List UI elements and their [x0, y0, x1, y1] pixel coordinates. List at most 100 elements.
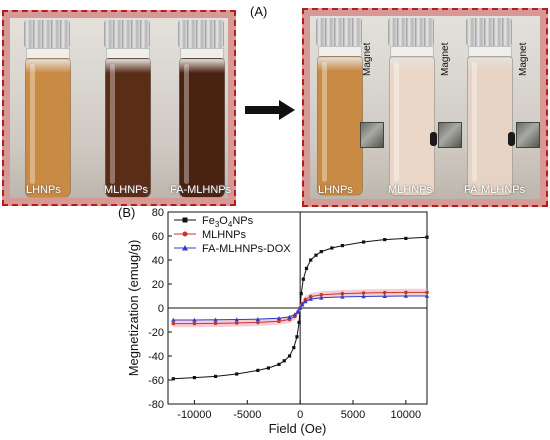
- data-point: [425, 235, 429, 239]
- x-tick-label: 0: [297, 409, 303, 421]
- data-point: [404, 290, 408, 295]
- y-tick-label: -80: [148, 399, 164, 411]
- data-point: [255, 316, 261, 321]
- y-tick-label: -20: [148, 327, 164, 339]
- data-point: [287, 314, 292, 319]
- data-point: [319, 295, 324, 300]
- vial-label-fa-mlhnps: FA-MLHNPs: [464, 184, 526, 196]
- arrow-icon: [245, 100, 295, 120]
- legend-nps: NPs: [232, 215, 253, 227]
- data-point: [192, 321, 197, 326]
- data-point: [361, 294, 366, 299]
- vial-liquid: [105, 58, 151, 198]
- data-point: [319, 293, 324, 297]
- y-tick-label: -40: [148, 351, 164, 363]
- data-point: [304, 266, 309, 270]
- data-point: [361, 291, 366, 295]
- data-point: [292, 346, 296, 350]
- data-point: [383, 238, 387, 242]
- y-tick-label: -60: [148, 375, 164, 387]
- data-point: [234, 317, 239, 322]
- data-point: [308, 296, 313, 301]
- data-point: [424, 293, 430, 298]
- x-tick-label: -5000: [233, 409, 261, 421]
- series-layer: [171, 235, 430, 381]
- data-point: [256, 320, 260, 325]
- data-point: [192, 317, 197, 322]
- magnet-block: [360, 122, 384, 148]
- data-point: [425, 290, 429, 295]
- data-point: [276, 316, 282, 320]
- data-point: [297, 320, 301, 324]
- data-point: [171, 321, 176, 326]
- vial-cap: [24, 20, 70, 48]
- vial-gleam: [472, 62, 477, 182]
- vial-label-mlhnps: MLHNPs: [388, 184, 433, 196]
- magnetic-particles: [430, 132, 437, 146]
- vial-liquid: [25, 58, 71, 198]
- vial-cap: [178, 20, 224, 48]
- photo-after-magnet: Magnet Magnet Magnet LHNPs MLHNPs FA-MLH…: [302, 8, 548, 207]
- series-2: [171, 293, 430, 322]
- data-point: [282, 359, 286, 363]
- magnetic-particles: [508, 132, 515, 146]
- legend-marker-fa-mlhnps-dox: [182, 245, 188, 251]
- data-point: [309, 258, 313, 262]
- data-point: [299, 292, 303, 296]
- photo-before-magnet: LHNPs MLHNPs FA-MLHNPs: [2, 10, 236, 206]
- y-axis-label: Megnetization (emug/g): [126, 240, 141, 377]
- panel-label-b: (B): [118, 205, 136, 220]
- data-point: [340, 291, 345, 296]
- y-tick-label: 20: [152, 279, 164, 291]
- vial-liquid: [467, 56, 513, 196]
- data-point: [314, 253, 318, 257]
- vial-gleam: [30, 64, 35, 184]
- data-point: [340, 294, 345, 299]
- legend-fe: Fe: [202, 215, 215, 227]
- legend-sub-4: 4: [228, 220, 233, 229]
- data-point: [361, 240, 366, 244]
- data-point: [266, 366, 271, 370]
- data-point: [295, 309, 301, 314]
- data-point: [308, 294, 313, 299]
- vial-liquid: [389, 56, 435, 196]
- vial-cap: [388, 18, 434, 46]
- data-point: [277, 319, 281, 324]
- vial-cap: [104, 20, 150, 48]
- data-point: [303, 299, 308, 304]
- data-point: [382, 290, 387, 295]
- vial-cap: [316, 18, 362, 46]
- y-tick-label: 40: [152, 255, 164, 267]
- data-point: [235, 372, 239, 376]
- x-axis-label: Field (Oe): [269, 421, 327, 436]
- magnet-block: [516, 122, 540, 148]
- x-tick-label: -10000: [177, 409, 211, 421]
- vial-label-lhnps: LHNPs: [318, 184, 353, 196]
- vial-label-fa-mlhnps: FA-MLHNPs: [170, 184, 232, 196]
- data-point: [287, 354, 292, 358]
- y-tick-label: 60: [152, 231, 164, 243]
- data-point: [234, 321, 239, 325]
- data-point: [319, 250, 323, 254]
- vial-label-mlhnps: MLHNPs: [104, 184, 149, 196]
- data-point: [256, 368, 260, 372]
- data-point: [171, 317, 176, 322]
- vial-gleam: [322, 62, 327, 182]
- magnet-block: [438, 122, 462, 148]
- data-point: [300, 302, 305, 307]
- vial-gleam: [394, 62, 399, 182]
- legend: Fe3O4NPs MLHNPs FA-MLHNPs-DOX: [174, 215, 291, 255]
- legend-o: O: [219, 215, 228, 227]
- data-point: [404, 236, 408, 240]
- legend-label-fe3o4: Fe3O4NPs: [202, 215, 254, 229]
- data-point: [403, 293, 409, 298]
- data-point: [277, 362, 281, 366]
- axis-ticks: -10000 -5000 0 5000 10000 -80 -60 -40 -20 0 20 40 60…: [148, 207, 421, 421]
- data-point: [301, 277, 305, 281]
- x-tick-label: 5000: [341, 409, 365, 421]
- data-point: [382, 294, 387, 299]
- vial-cap: [466, 18, 512, 46]
- y-tick-label: 0: [158, 303, 164, 315]
- panel-label-a: (A): [250, 4, 268, 19]
